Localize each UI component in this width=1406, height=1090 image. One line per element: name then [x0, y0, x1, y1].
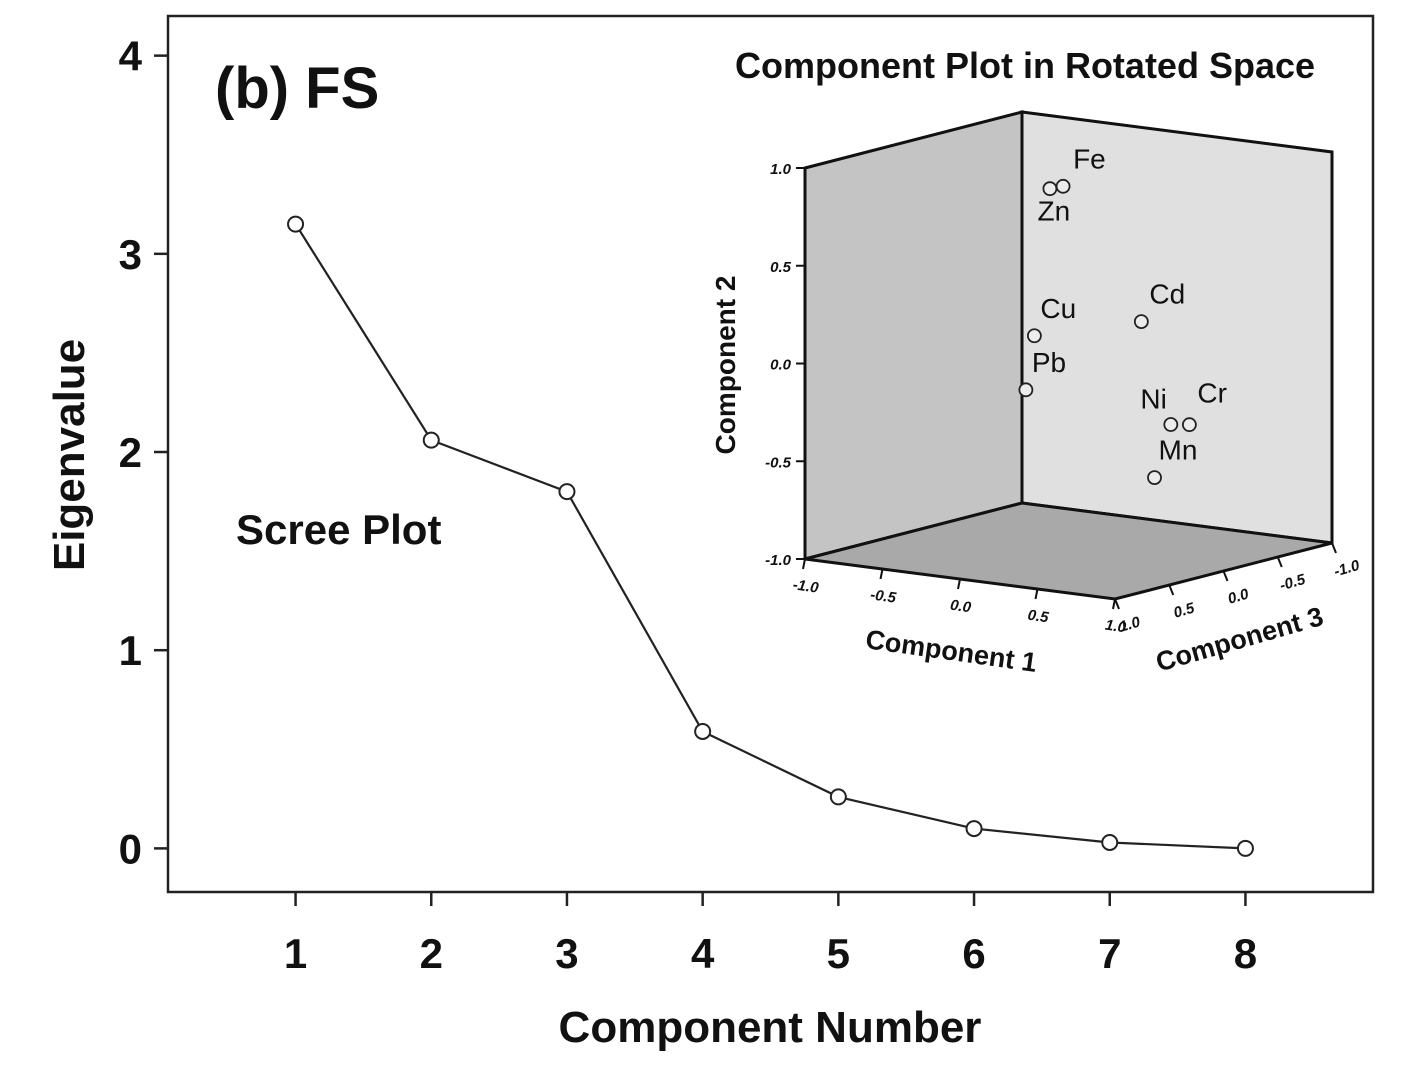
inset-z-tick	[1331, 542, 1337, 554]
inset-y-axis-title: Component 2	[710, 276, 741, 455]
scree-point	[694, 722, 712, 740]
inset-z-ticks: 1.0 0.5 0.0 -0.5 -1.0	[1114, 542, 1362, 636]
scree-point	[965, 820, 983, 838]
inset-y-ticks: 1.0 0.5 0.0 -0.5 -1.0	[765, 161, 805, 569]
inset-x-tick-label: 1.0	[1104, 617, 1128, 637]
inset-y-tick-label: -1.0	[765, 552, 792, 569]
x-tick-label: 2	[420, 930, 443, 977]
inset-left-wall	[803, 110, 1024, 561]
inset-y-tick-label: -0.5	[765, 454, 792, 471]
scree-point	[1236, 839, 1254, 857]
inset-z-tick	[1222, 570, 1229, 582]
inset-z-tick-label: 0.0	[1226, 585, 1251, 607]
scree-plot-label: Scree Plot	[236, 506, 441, 553]
y-tick-label: 1	[119, 627, 142, 674]
inset-point-label: Mn	[1159, 435, 1198, 466]
inset-point-label: Pb	[1032, 347, 1066, 378]
inset-point-label: Cu	[1040, 293, 1076, 324]
inset-y-tick-label: 0.0	[770, 357, 792, 374]
inset-point-label: Cd	[1149, 279, 1185, 310]
inset-x-tick	[957, 578, 961, 590]
inset-x-tick-label: -1.0	[792, 576, 821, 597]
inset-point-pb	[1018, 382, 1034, 398]
inset-point-zn	[1042, 181, 1058, 197]
inset-z-tick	[1168, 584, 1175, 596]
x-tick-label: 1	[284, 930, 307, 977]
y-tick-label: 0	[119, 825, 142, 872]
inset-y-tick-label: 1.0	[770, 161, 792, 178]
scree-point	[1101, 833, 1119, 851]
y-tick-label: 2	[119, 429, 142, 476]
inset-x-tick	[879, 568, 884, 580]
inset-x-tick	[802, 558, 806, 570]
inset-point-label: Fe	[1073, 143, 1106, 174]
x-axis: 1 2 3 4 5 6 7 8	[284, 892, 1257, 977]
inset-x-tick	[1034, 588, 1039, 600]
inset-point-cu	[1027, 328, 1042, 344]
inset-z-tick-label: -0.5	[1278, 571, 1308, 595]
inset-point-fe	[1055, 178, 1071, 194]
component-plot-inset: Component Plot in Rotated Space Componen…	[710, 45, 1362, 678]
inset-point-cd	[1133, 314, 1149, 330]
inset-point-mn	[1147, 470, 1162, 486]
y-tick-label: 3	[119, 231, 142, 278]
inset-z-tick-label: -1.0	[1332, 557, 1362, 581]
y-axis: 0 1 2 3 4	[119, 33, 168, 872]
inset-point-label: Ni	[1140, 384, 1166, 415]
x-tick-label: 6	[962, 930, 985, 977]
x-tick-label: 7	[1098, 930, 1121, 977]
inset-point-cr	[1182, 417, 1197, 433]
inset-x-tick-label: -0.5	[869, 586, 898, 607]
y-axis-title: Eigenvalue	[45, 339, 94, 571]
inset-z-tick	[1276, 556, 1283, 568]
inset-point-label: Zn	[1038, 196, 1071, 227]
x-tick-label: 4	[691, 930, 715, 977]
inset-x-tick-label: 0.5	[1027, 607, 1051, 627]
scree-point	[558, 483, 576, 501]
scree-point	[829, 788, 847, 806]
inset-point-label: Cr	[1197, 378, 1227, 409]
inset-title: Component Plot in Rotated Space	[735, 45, 1315, 86]
panel-label: (b) FS	[215, 56, 379, 121]
inset-point-ni	[1163, 417, 1179, 432]
scree-point	[287, 215, 305, 233]
scree-series	[287, 215, 1254, 857]
scree-line	[294, 223, 1246, 850]
x-tick-label: 8	[1234, 930, 1257, 977]
x-axis-title: Component Number	[559, 1003, 982, 1052]
inset-z-tick-label: 1.0	[1117, 613, 1142, 635]
inset-x-tick-label: 0.0	[949, 597, 973, 617]
scree-point	[422, 431, 440, 449]
inset-x-ticks: -1.0 -0.5 0.0 0.5 1.0	[792, 558, 1128, 637]
inset-z-tick-label: 0.5	[1172, 599, 1197, 621]
inset-back-wall	[1020, 110, 1334, 545]
inset-y-tick-label: 0.5	[770, 259, 792, 276]
inset-z-tick	[1114, 598, 1120, 610]
x-tick-label: 3	[555, 930, 578, 977]
x-tick-label: 5	[827, 930, 850, 977]
y-tick-label: 4	[119, 33, 143, 80]
